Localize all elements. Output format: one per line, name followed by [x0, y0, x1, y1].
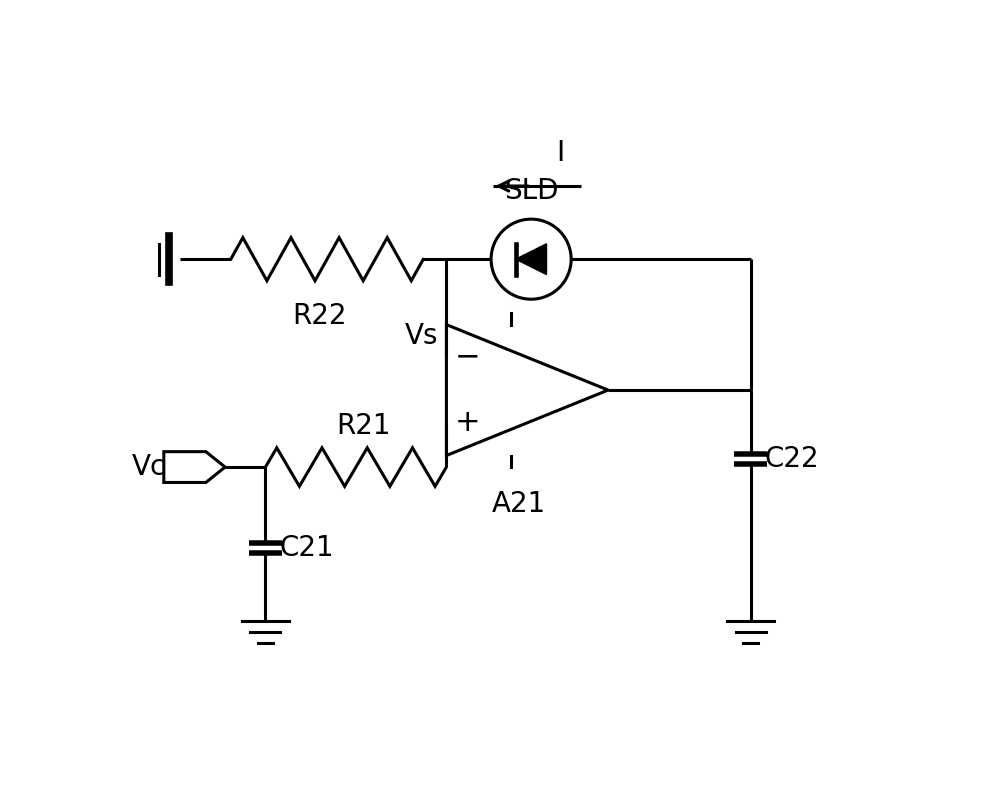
Text: Vs: Vs — [405, 322, 438, 350]
Text: R22: R22 — [292, 301, 346, 330]
Polygon shape — [515, 243, 546, 274]
Text: Vc: Vc — [131, 453, 165, 481]
Text: I: I — [556, 139, 564, 167]
Text: C22: C22 — [763, 446, 818, 473]
Text: −: − — [455, 343, 480, 372]
Text: A21: A21 — [492, 490, 546, 518]
Text: R21: R21 — [336, 412, 391, 440]
Text: SLD: SLD — [503, 178, 558, 205]
Text: +: + — [454, 408, 480, 437]
Text: C21: C21 — [279, 534, 334, 562]
